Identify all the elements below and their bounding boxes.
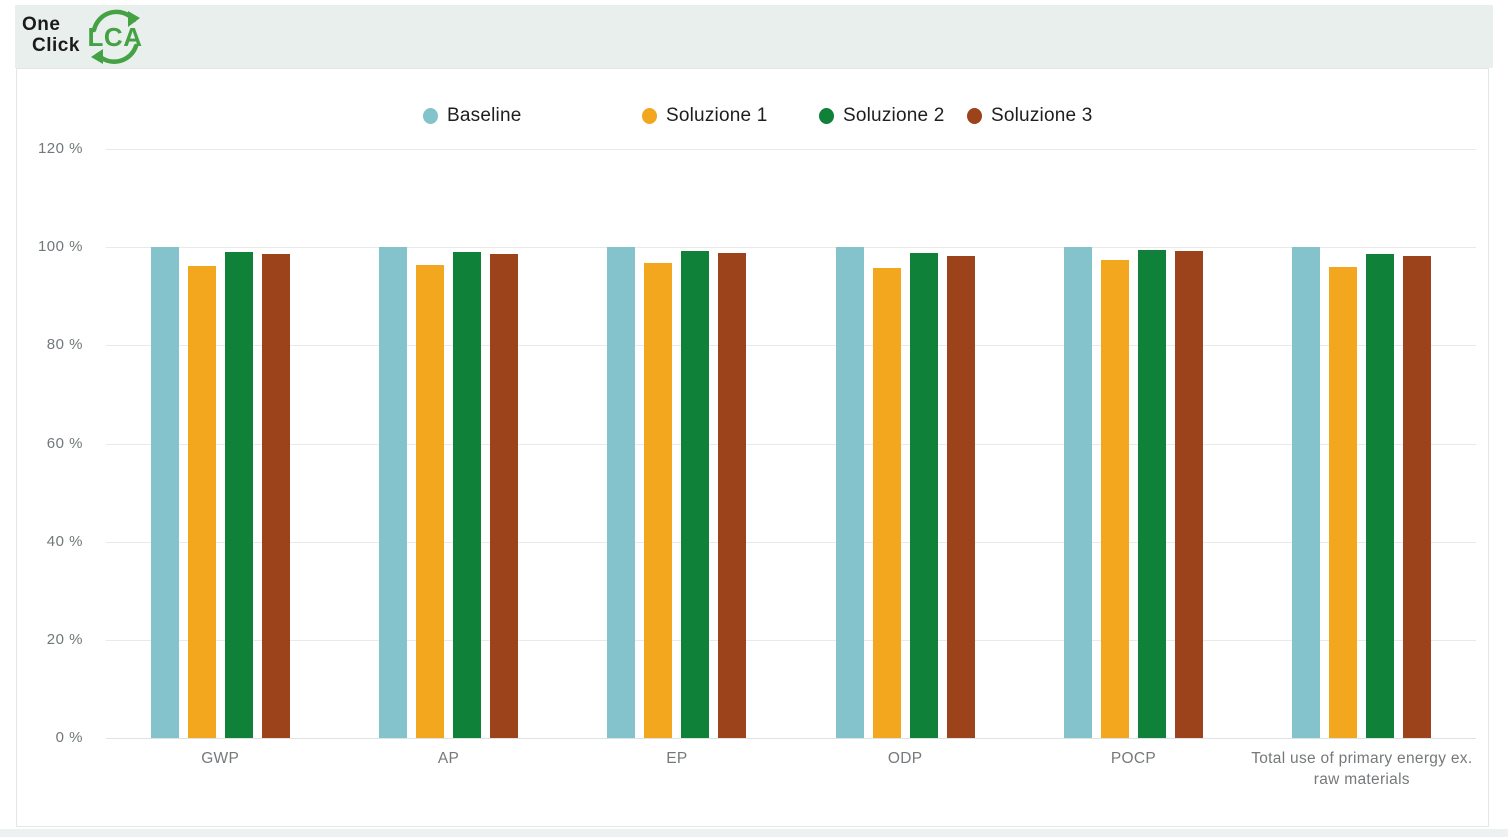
legend-label: Soluzione 1 xyxy=(666,105,768,126)
bar-soluzione-1-ap[interactable] xyxy=(416,265,444,738)
y-axis-tick-label: 80 % xyxy=(46,336,83,354)
chart-legend: Baseline Soluzione 1 Soluzione 2 Soluzione … xyxy=(17,105,1488,133)
chart-card: Baseline Soluzione 1 Soluzione 2 Soluzione … xyxy=(16,68,1489,827)
bar-soluzione-2-ep[interactable] xyxy=(681,251,710,738)
x-axis-line xyxy=(106,738,1476,739)
y-axis-tick-label: 40 % xyxy=(46,532,83,550)
header-band xyxy=(15,5,1493,68)
bar-soluzione-1-gwp[interactable] xyxy=(187,265,216,738)
legend-swatch-icon xyxy=(967,108,982,124)
bar-soluzione-2-total[interactable] xyxy=(1366,253,1395,738)
logo-wordmark: One Click xyxy=(22,14,80,56)
bar-soluzione-2-pocp[interactable] xyxy=(1138,249,1166,738)
gridline-80 xyxy=(106,345,1476,347)
one-click-lca-logo[interactable]: One Click LCA xyxy=(22,8,152,66)
bar-soluzione-3-pocp[interactable] xyxy=(1175,250,1203,738)
recycle-arrows-svg xyxy=(91,9,140,64)
bar-soluzione-3-total[interactable] xyxy=(1403,256,1432,738)
legend-item-soluzione-1[interactable]: Soluzione 1 xyxy=(642,105,768,127)
y-axis-tick-label: 0 % xyxy=(55,729,83,746)
bar-soluzione-1-ep[interactable] xyxy=(644,263,673,738)
gridline-120 xyxy=(106,149,1476,150)
bar-soluzione-2-odp[interactable] xyxy=(909,253,938,738)
gridline-60 xyxy=(106,443,1476,445)
bar-soluzione-3-ap[interactable] xyxy=(490,253,518,738)
legend-swatch-icon xyxy=(819,108,834,124)
bar-chart-plot-area: 0 % 20 % 40 % 60 % 80 % 100 % 120 % GWP AP EP ODP P… xyxy=(17,69,1488,826)
bar-soluzione-1-odp[interactable] xyxy=(872,267,901,738)
bar-soluzione-3-odp[interactable] xyxy=(946,255,975,738)
legend-label: Soluzione 2 xyxy=(843,105,945,126)
legend-swatch-icon xyxy=(642,108,657,124)
x-axis-category-label: POCP xyxy=(1110,750,1157,767)
recycle-arrows-icon: LCA xyxy=(84,8,146,66)
legend-item-soluzione-2[interactable]: Soluzione 2 xyxy=(819,105,945,127)
bar-baseline-total[interactable] xyxy=(1292,247,1321,738)
bar-soluzione-3-ep[interactable] xyxy=(718,252,747,738)
y-axis-tick-label: 60 % xyxy=(46,434,83,452)
gridline-20 xyxy=(106,639,1476,641)
bar-soluzione-1-total[interactable] xyxy=(1329,267,1358,738)
bar-soluzione-2-gwp[interactable] xyxy=(224,252,253,738)
bar-soluzione-3-gwp[interactable] xyxy=(261,254,290,738)
x-axis-category-label: GWP xyxy=(201,750,240,767)
legend-label: Baseline xyxy=(447,105,522,126)
gridline-40 xyxy=(106,541,1476,543)
bar-baseline-ep[interactable] xyxy=(607,247,636,738)
logo-acronym: LCA xyxy=(87,21,143,52)
y-axis-tick-label: 120 % xyxy=(37,140,83,157)
x-axis-category-label: ODP xyxy=(887,750,923,767)
y-axis-tick-label: 20 % xyxy=(46,630,83,648)
x-axis-category-label: Total use of primary energy ex. raw mate… xyxy=(1251,750,1473,788)
bar-baseline-gwp[interactable] xyxy=(150,247,179,738)
bar-baseline-odp[interactable] xyxy=(835,247,864,738)
legend-swatch-icon xyxy=(423,108,438,124)
bar-soluzione-1-pocp[interactable] xyxy=(1101,260,1129,738)
bar-baseline-pocp[interactable] xyxy=(1064,247,1092,738)
logo-word-one: One xyxy=(22,14,61,35)
x-axis-category-label: EP xyxy=(666,750,688,767)
bar-baseline-ap[interactable] xyxy=(379,247,407,738)
legend-label: Soluzione 3 xyxy=(991,105,1093,126)
page-bottom-strip xyxy=(0,829,1508,837)
legend-item-baseline[interactable]: Baseline xyxy=(423,105,521,127)
legend-item-soluzione-3[interactable]: Soluzione 3 xyxy=(967,105,1093,127)
y-axis-tick-label: 100 % xyxy=(37,238,83,256)
gridline-100 xyxy=(106,247,1476,249)
x-axis-category-label: AP xyxy=(437,750,460,767)
logo-word-click: Click xyxy=(32,35,80,56)
bar-soluzione-2-ap[interactable] xyxy=(453,252,481,738)
